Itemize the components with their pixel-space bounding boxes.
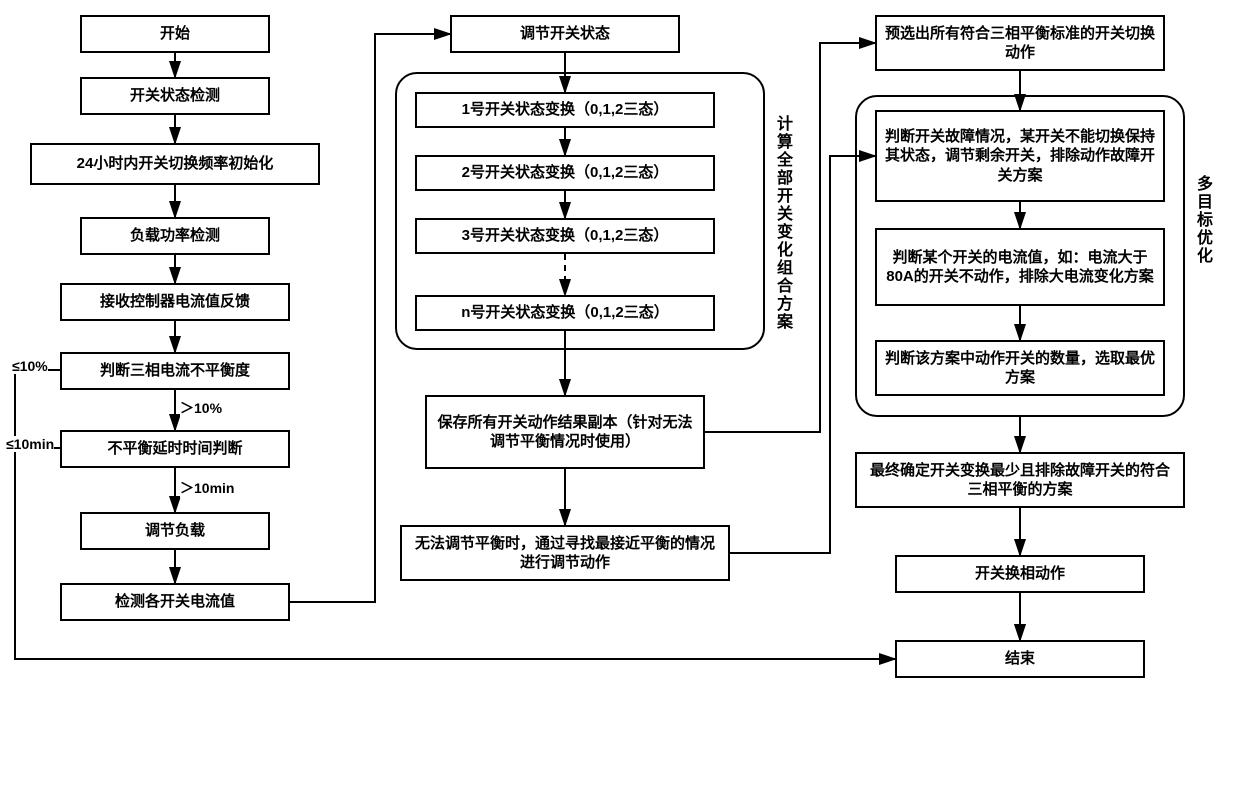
group-multi-label: 多目标优化 — [1190, 175, 1214, 265]
node-prefilter: 预选出所有符合三相平衡标准的开关切换动作 — [875, 15, 1165, 71]
node-end: 结束 — [895, 640, 1145, 678]
node-imbalance: 判断三相电流不平衡度 — [60, 352, 290, 390]
node-switch-state: 调节开关状态 — [450, 15, 680, 53]
node-recv-feedback: 接收控制器电流值反馈 — [60, 283, 290, 321]
node-no-adjust: 无法调节平衡时，通过寻找最接近平衡的情况进行调节动作 — [400, 525, 730, 581]
node-adjust-load: 调节负载 — [80, 512, 270, 550]
edge-label: ≤10% — [12, 358, 48, 374]
node-switch-n: n号开关状态变换（0,1,2三态） — [415, 295, 715, 331]
node-check-current: 检测各开关电流值 — [60, 583, 290, 621]
node-save: 保存所有开关动作结果副本（针对无法调节平衡情况时使用） — [425, 395, 705, 469]
node-switch-3: 3号开关状态变换（0,1,2三态） — [415, 218, 715, 254]
node-final: 最终确定开关变换最少且排除故障开关的符合三相平衡的方案 — [855, 452, 1185, 508]
node-power: 负载功率检测 — [80, 217, 270, 255]
edge-label: ＞10min — [180, 478, 234, 498]
node-current-80a: 判断某个开关的电流值，如：电流大于80A的开关不动作，排除大电流变化方案 — [875, 228, 1165, 306]
node-init24: 24小时内开关切换频率初始化 — [30, 143, 320, 185]
edge-label: ≤10min — [6, 436, 54, 452]
edge-label: ＞10% — [180, 398, 222, 418]
node-switch-2: 2号开关状态变换（0,1,2三态） — [415, 155, 715, 191]
node-start: 开始 — [80, 15, 270, 53]
node-fault: 判断开关故障情况，某开关不能切换保持其状态，调节剩余开关，排除动作故障开关方案 — [875, 110, 1165, 202]
node-phase-action: 开关换相动作 — [895, 555, 1145, 593]
node-delay: 不平衡延时时间判断 — [60, 430, 290, 468]
node-switch-1: 1号开关状态变换（0,1,2三态） — [415, 92, 715, 128]
node-count: 判断该方案中动作开关的数量，选取最优方案 — [875, 340, 1165, 396]
group-combo-label: 计算全部开关变化组合方案 — [770, 115, 794, 331]
node-detect: 开关状态检测 — [80, 77, 270, 115]
